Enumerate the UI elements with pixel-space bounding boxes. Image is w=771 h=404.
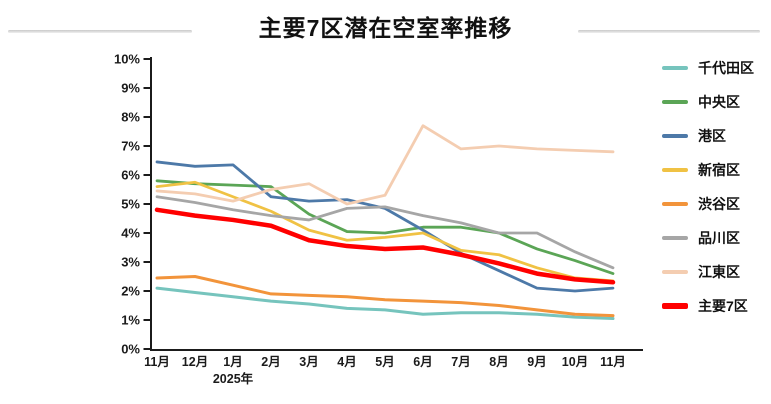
series-line-港区 bbox=[155, 160, 615, 293]
y-tick-label: 3% bbox=[121, 255, 140, 270]
x-tick-label: 10月 bbox=[562, 355, 588, 369]
y-tick-label: 9% bbox=[121, 81, 140, 96]
legend-label: 港区 bbox=[698, 127, 726, 144]
legend-swatch-渋谷区 bbox=[662, 201, 688, 206]
x-tick-label: 8月 bbox=[489, 355, 508, 369]
legend-item: 主要7区 bbox=[662, 295, 754, 316]
x-tick-label: 4月 bbox=[337, 355, 356, 369]
legend-label: 渋谷区 bbox=[698, 195, 740, 212]
y-tick-label: 0% bbox=[121, 342, 140, 357]
y-tick-label: 4% bbox=[121, 226, 140, 241]
y-tick-label: 6% bbox=[121, 168, 140, 183]
legend-swatch-港区 bbox=[662, 133, 688, 138]
series-line-千代田区 bbox=[155, 286, 615, 321]
y-tick-label: 5% bbox=[121, 197, 140, 212]
x-tick-label: 11月 bbox=[600, 355, 626, 369]
legend-label: 品川区 bbox=[698, 229, 740, 246]
series-line-渋谷区 bbox=[155, 275, 615, 318]
legend-item: 港区 bbox=[662, 125, 754, 146]
page-title: 主要7区潜在空室率推移 bbox=[258, 15, 513, 41]
legend-item: 江東区 bbox=[662, 261, 754, 282]
series-line-品川区 bbox=[155, 195, 615, 270]
x-tick-label: 6月 bbox=[413, 355, 432, 369]
y-tick-label: 2% bbox=[121, 284, 140, 299]
legend-swatch-千代田区 bbox=[662, 65, 688, 70]
x-axis-year-label: 2025年 bbox=[213, 371, 254, 386]
x-tick-label: 1月 bbox=[223, 355, 242, 369]
legend-label: 江東区 bbox=[698, 263, 740, 280]
x-tick-label: 2月 bbox=[261, 355, 280, 369]
series-line-中央区 bbox=[155, 179, 615, 276]
y-tick-label: 8% bbox=[121, 110, 140, 125]
legend-label: 主要7区 bbox=[698, 297, 748, 314]
legend-item: 中央区 bbox=[662, 91, 754, 112]
series-line-新宿区 bbox=[155, 180, 615, 283]
x-tick-label: 9月 bbox=[527, 355, 546, 369]
x-tick-label: 12月 bbox=[182, 355, 208, 369]
x-tick-label: 5月 bbox=[375, 355, 394, 369]
title-decoration-line-right bbox=[578, 30, 760, 33]
legend-label: 千代田区 bbox=[698, 59, 754, 76]
legend-swatch-品川区 bbox=[662, 235, 688, 240]
y-tick-label: 1% bbox=[121, 313, 140, 328]
y-tick-label: 7% bbox=[121, 139, 140, 154]
series-line-主要7区 bbox=[154, 207, 616, 285]
legend-swatch-主要7区 bbox=[662, 302, 688, 309]
legend-swatch-中央区 bbox=[662, 99, 688, 104]
legend-label: 中央区 bbox=[698, 93, 740, 110]
chart-legend: 千代田区中央区港区新宿区渋谷区品川区江東区主要7区 bbox=[662, 57, 754, 316]
title-decoration-line-left bbox=[8, 30, 192, 33]
legend-item: 品川区 bbox=[662, 227, 754, 248]
series-line-江東区 bbox=[155, 124, 615, 206]
legend-swatch-新宿区 bbox=[662, 167, 688, 172]
y-tick-label: 10% bbox=[114, 52, 140, 67]
legend-swatch-江東区 bbox=[662, 269, 688, 274]
legend-item: 新宿区 bbox=[662, 159, 754, 180]
legend-item: 渋谷区 bbox=[662, 193, 754, 214]
x-tick-label: 11月 bbox=[144, 355, 170, 369]
x-tick-label: 7月 bbox=[451, 355, 470, 369]
legend-label: 新宿区 bbox=[698, 161, 740, 178]
legend-item: 千代田区 bbox=[662, 57, 754, 78]
x-tick-label: 3月 bbox=[299, 355, 318, 369]
